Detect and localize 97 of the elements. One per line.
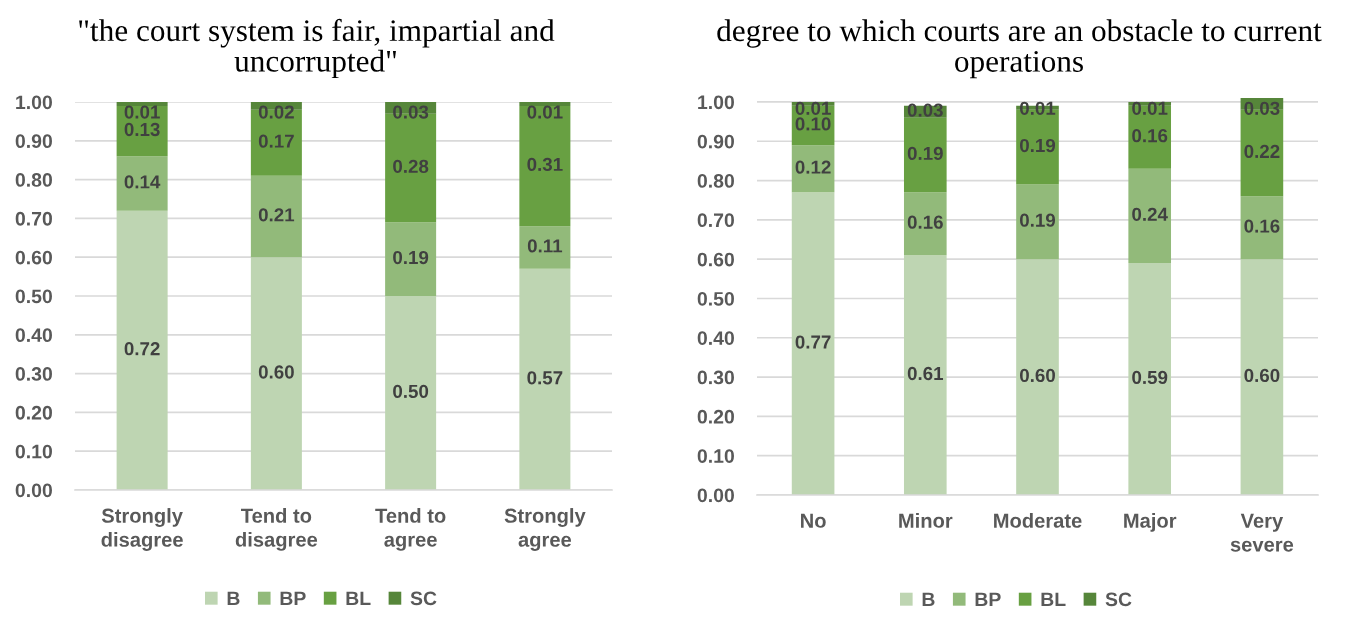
y-tick-label: 0.40 bbox=[15, 328, 52, 343]
bar bbox=[116, 210, 168, 490]
data-label: 0.77 bbox=[795, 335, 831, 349]
data-label: 0.03 bbox=[907, 103, 943, 117]
bar bbox=[519, 226, 571, 269]
x-tick-label: Very severe bbox=[1230, 513, 1294, 552]
bar bbox=[519, 268, 571, 490]
data-label: 0.12 bbox=[795, 160, 831, 174]
y-tick-label: 0.00 bbox=[697, 488, 734, 503]
data-label: 0.21 bbox=[258, 208, 295, 222]
x-tick-label: No bbox=[801, 513, 826, 528]
bar bbox=[1240, 259, 1284, 495]
y-tick-label: 0.70 bbox=[697, 213, 734, 228]
data-label: 0.16 bbox=[1132, 129, 1168, 143]
x-tick-label: Strongly agree bbox=[504, 508, 586, 551]
y-tick-label: 0.20 bbox=[15, 405, 52, 420]
bar bbox=[116, 102, 168, 106]
data-label: 0.19 bbox=[907, 146, 943, 161]
legend-label: SC bbox=[1105, 592, 1132, 607]
data-label: 0.16 bbox=[1244, 219, 1280, 233]
bar bbox=[1016, 184, 1059, 260]
legend-label: BL bbox=[346, 591, 371, 606]
chart-title: degree to which courts are an obstacle to current operations bbox=[717, 19, 1322, 79]
data-label: 0.60 bbox=[1020, 368, 1055, 383]
data-label: 0.16 bbox=[907, 215, 943, 229]
y-tick-label: 0.60 bbox=[697, 252, 734, 267]
legend-label: BL bbox=[1041, 592, 1066, 607]
data-label: 0.13 bbox=[124, 122, 160, 137]
legend-label: B bbox=[227, 591, 240, 606]
data-label: 0.03 bbox=[393, 105, 429, 119]
data-label: 0.01 bbox=[795, 101, 831, 115]
data-label: 0.19 bbox=[1020, 138, 1056, 153]
y-tick-label: 0.80 bbox=[697, 174, 734, 188]
data-label: 0.31 bbox=[527, 157, 563, 172]
legend-label: BP bbox=[975, 592, 1001, 607]
data-label: 0.60 bbox=[1244, 368, 1280, 383]
data-label: 0.14 bbox=[124, 175, 161, 189]
bar bbox=[116, 156, 168, 211]
chart-title: "the court system is fair, impartial and uncorrupted" bbox=[79, 18, 555, 79]
bar bbox=[519, 102, 571, 106]
data-label: 0.01 bbox=[1132, 101, 1168, 115]
y-tick-label: 1.00 bbox=[698, 95, 734, 110]
data-label: 0.01 bbox=[527, 105, 563, 119]
y-tick-label: 0.50 bbox=[697, 291, 734, 306]
bar bbox=[1128, 168, 1172, 264]
y-tick-label: 0.10 bbox=[697, 449, 734, 463]
y-tick-label: 0.40 bbox=[697, 331, 734, 346]
bar bbox=[385, 222, 437, 296]
data-label: 0.60 bbox=[258, 365, 294, 379]
y-tick-label: 1.00 bbox=[16, 95, 52, 110]
data-label: 0.57 bbox=[527, 371, 563, 385]
bar bbox=[791, 192, 835, 495]
x-tick-label: Tend to agree bbox=[375, 508, 446, 551]
bar bbox=[903, 192, 947, 256]
bar bbox=[519, 105, 571, 227]
data-label: 0.11 bbox=[527, 239, 563, 253]
y-tick-label: 0.20 bbox=[697, 409, 734, 424]
data-label: 0.01 bbox=[124, 105, 160, 119]
bar bbox=[903, 255, 947, 495]
y-tick-label: 0.30 bbox=[697, 370, 734, 385]
bar bbox=[250, 257, 302, 490]
data-label: 0.50 bbox=[393, 384, 429, 399]
x-tick-label: Major bbox=[1124, 513, 1177, 532]
data-label: 0.59 bbox=[1132, 370, 1168, 385]
data-label: 0.19 bbox=[1020, 213, 1056, 227]
y-tick-label: 0.50 bbox=[15, 289, 52, 304]
legend-label: BP bbox=[280, 591, 306, 606]
data-label: 0.61 bbox=[907, 366, 944, 381]
x-tick-label: Moderate bbox=[994, 513, 1082, 528]
data-label: 0.24 bbox=[1132, 207, 1168, 221]
legend-label: SC bbox=[410, 591, 437, 606]
y-tick-label: 0.00 bbox=[15, 483, 52, 498]
y-tick-label: 0.10 bbox=[15, 444, 52, 459]
y-tick-label: 0.70 bbox=[15, 211, 52, 226]
bar bbox=[1240, 196, 1284, 260]
bar bbox=[903, 117, 947, 193]
y-tick-label: 0.90 bbox=[697, 134, 734, 149]
x-tick-label: Minor bbox=[899, 513, 953, 528]
data-label: 0.19 bbox=[393, 250, 429, 265]
y-tick-label: 0.60 bbox=[15, 250, 52, 265]
bar bbox=[1128, 263, 1172, 495]
data-label: 0.10 bbox=[795, 117, 831, 131]
x-tick-label: Strongly disagree bbox=[101, 508, 183, 551]
data-label: 0.72 bbox=[124, 342, 160, 356]
y-tick-label: 0.30 bbox=[15, 367, 52, 381]
data-label: 0.03 bbox=[1244, 101, 1280, 115]
bar bbox=[385, 296, 437, 490]
data-label: 0.22 bbox=[1244, 144, 1280, 159]
data-label: 0.17 bbox=[258, 134, 294, 148]
y-tick-label: 0.90 bbox=[15, 134, 52, 149]
data-label: 0.28 bbox=[393, 159, 429, 173]
legend-label: B bbox=[922, 592, 935, 607]
x-tick-label: Tend to disagree bbox=[235, 508, 318, 551]
y-tick-label: 0.80 bbox=[15, 173, 52, 187]
bar bbox=[250, 175, 302, 258]
bar bbox=[1016, 259, 1059, 495]
data-label: 0.02 bbox=[258, 105, 294, 119]
